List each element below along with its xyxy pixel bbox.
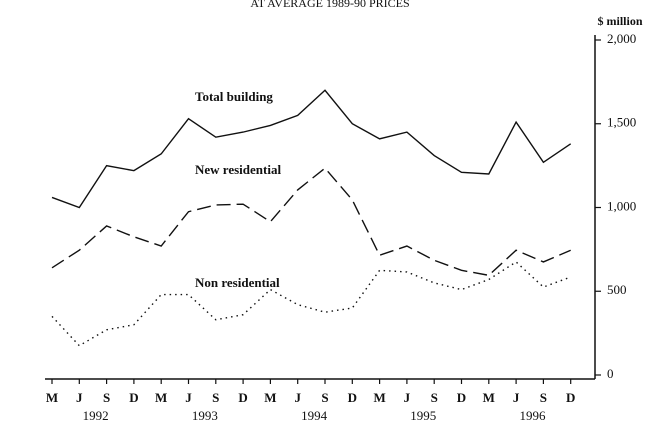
year-label: 1992 (83, 408, 109, 423)
x-tick-label: S (103, 390, 110, 405)
series-label: New residential (195, 162, 281, 177)
x-tick-label: D (457, 390, 466, 405)
series-line (51, 261, 571, 347)
x-tick-label: J (185, 390, 192, 405)
y-axis-label: $ million (597, 14, 642, 28)
y-tick-label: 0 (607, 366, 614, 381)
x-tick-label: D (566, 390, 575, 405)
series-line (51, 167, 571, 277)
year-label: 1995 (410, 408, 436, 423)
x-tick-label: M (264, 390, 276, 405)
x-tick-label: J (404, 390, 411, 405)
x-tick-label: S (321, 390, 328, 405)
x-tick-label: J (76, 390, 83, 405)
year-label: 1993 (192, 408, 218, 423)
series-label: Non residential (195, 275, 280, 290)
series-line (51, 89, 572, 209)
chart-title: AT AVERAGE 1989-90 PRICES (250, 0, 409, 10)
x-tick-label: J (294, 390, 301, 405)
x-tick-label: S (540, 390, 547, 405)
y-tick-label: 2,000 (607, 31, 636, 46)
x-tick-label: D (129, 390, 138, 405)
x-tick-label: D (348, 390, 357, 405)
year-label: 1996 (519, 408, 546, 423)
y-tick-label: 1,000 (607, 198, 636, 213)
x-tick-label: M (373, 390, 385, 405)
year-label: 1994 (301, 408, 328, 423)
x-tick-label: J (513, 390, 520, 405)
x-tick-label: M (483, 390, 495, 405)
x-tick-label: S (212, 390, 219, 405)
x-tick-label: M (46, 390, 58, 405)
x-tick-label: S (431, 390, 438, 405)
x-tick-label: M (155, 390, 167, 405)
x-tick-label: D (238, 390, 247, 405)
series-label: Total building (195, 89, 273, 104)
y-tick-label: 500 (607, 282, 627, 297)
y-tick-label: 1,500 (607, 115, 636, 130)
